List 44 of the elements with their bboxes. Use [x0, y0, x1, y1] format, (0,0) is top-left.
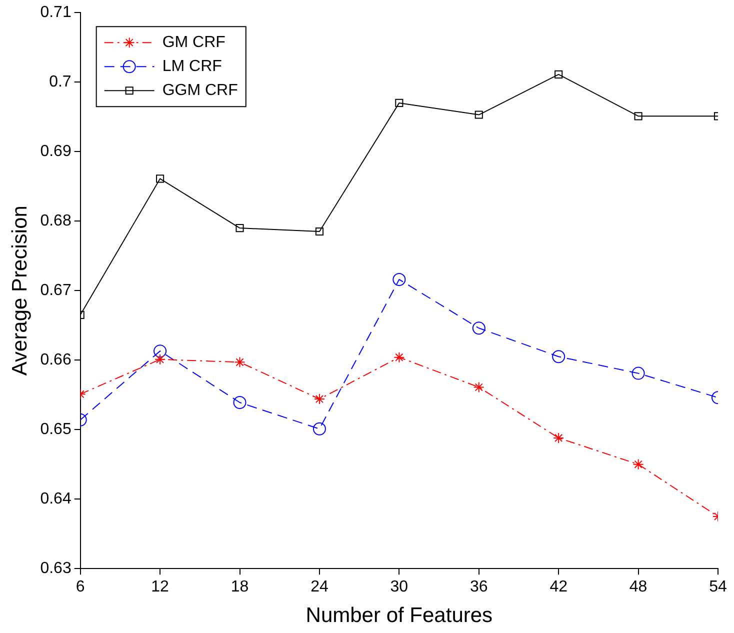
y-axis-title: Average Precision: [8, 206, 32, 376]
y-tick-label: 0.68: [40, 212, 72, 230]
legend-label: LM CRF: [162, 58, 222, 76]
point: [473, 382, 484, 393]
legend-label: GGM CRF: [162, 82, 238, 100]
x-axis-title: Number of Features: [306, 604, 493, 628]
y-tick-label: 0.63: [40, 560, 72, 578]
point: [474, 110, 483, 119]
point: [553, 432, 564, 444]
y-tick-label: 0.69: [40, 143, 72, 160]
point: [552, 350, 566, 364]
point: [634, 112, 642, 120]
point: [394, 352, 405, 363]
point: [156, 174, 164, 183]
point: [154, 354, 166, 365]
point: [312, 422, 326, 436]
point: [395, 98, 404, 107]
point: [392, 272, 406, 286]
point: [554, 70, 563, 78]
point: [315, 227, 324, 236]
legend-label: GM CRF: [162, 34, 226, 52]
point: [314, 394, 325, 405]
y-tick-label: 0.7: [49, 74, 72, 91]
y-tick-label: 0.66: [40, 352, 72, 369]
x-tick-label: 54: [709, 578, 727, 596]
point: [632, 366, 645, 380]
y-tick-label: 0.71: [40, 4, 72, 22]
y-tick-label: 0.67: [40, 282, 72, 300]
x-tick-label: 30: [390, 578, 408, 596]
x-tick-label: 42: [550, 578, 568, 596]
point: [472, 322, 486, 335]
x-tick-label: 24: [310, 578, 328, 596]
point: [234, 356, 246, 368]
y-tick-label: 0.65: [40, 421, 72, 438]
point: [632, 458, 644, 470]
point: [236, 224, 244, 232]
x-tick-label: 48: [629, 578, 648, 596]
y-tick-label: 0.64: [40, 490, 72, 508]
x-tick-label: 36: [470, 578, 488, 596]
x-tick-label: 6: [76, 578, 85, 596]
point: [154, 344, 167, 358]
x-tick-label: 18: [230, 578, 249, 596]
point: [233, 396, 246, 409]
x-tick-label: 12: [151, 578, 170, 596]
